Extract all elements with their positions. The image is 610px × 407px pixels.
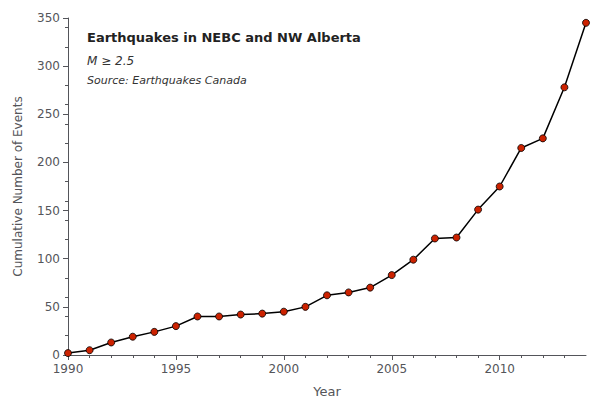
svg-text:2005: 2005 (376, 362, 407, 376)
svg-text:2010: 2010 (484, 362, 515, 376)
svg-text:150: 150 (37, 204, 60, 218)
svg-text:200: 200 (37, 155, 60, 169)
svg-text:Earthquakes in NEBC and NW Alb: Earthquakes in NEBC and NW Alberta (87, 30, 361, 45)
svg-text:0: 0 (52, 348, 60, 362)
svg-text:Year: Year (312, 384, 341, 399)
svg-text:Source: Earthquakes Canada: Source: Earthquakes Canada (87, 74, 247, 87)
svg-text:100: 100 (37, 252, 60, 266)
svg-text:350: 350 (37, 11, 60, 25)
svg-text:50: 50 (45, 300, 60, 314)
svg-text:300: 300 (37, 59, 60, 73)
svg-text:250: 250 (37, 107, 60, 121)
svg-text:M ≥ 2.5: M ≥ 2.5 (87, 54, 134, 68)
svg-text:Cumulative Number of Events: Cumulative Number of Events (11, 96, 25, 276)
svg-text:2000: 2000 (269, 362, 300, 376)
svg-text:1995: 1995 (161, 362, 192, 376)
svg-text:1990: 1990 (53, 362, 84, 376)
